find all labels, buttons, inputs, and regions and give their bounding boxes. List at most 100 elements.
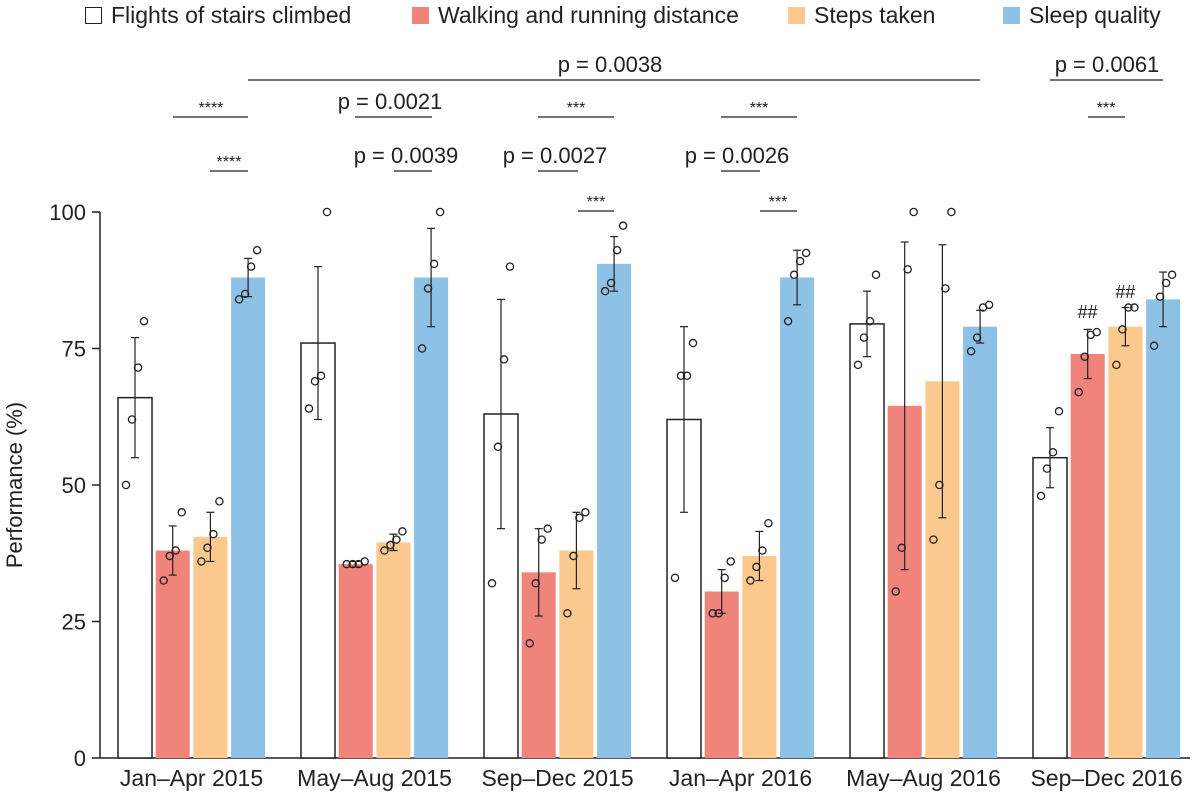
annotation-stars-janapr2015-b: **** [217, 154, 242, 171]
annotation-p-sepdec2015: p = 0.0027 [503, 143, 608, 168]
point-s3-g1-2 [429, 259, 439, 269]
point-s0-g5-2 [1048, 447, 1058, 457]
y-tick-label-25: 25 [62, 610, 86, 635]
point-s0-g2-1 [493, 442, 503, 452]
annotation-hash-steps-sepdec2016: ## [1115, 282, 1135, 302]
annotation-stars-sepdec2015-c: *** [587, 194, 606, 211]
bar-s3-g2 [597, 263, 632, 758]
point-s0-g2-2 [499, 355, 509, 364]
point-s1-g5-1 [1080, 352, 1089, 361]
point-s1-g0-3 [177, 508, 186, 517]
annotation-p-mayaug2015-a: p = 0.0021 [338, 89, 443, 114]
bar-s0-g5 [1032, 456, 1068, 759]
point-s2-g2-3 [581, 508, 590, 517]
point-s1-g4-3 [909, 207, 918, 217]
legend-item-walking: Walking and running distance [412, 2, 739, 29]
point-s2-g2-0 [563, 609, 572, 618]
bar-s1-g5 [1070, 353, 1105, 758]
annotation-p-mayaug2015-b: p = 0.0039 [354, 143, 459, 168]
point-s1-g0-2 [171, 546, 180, 555]
point-s2-g0-0 [197, 557, 206, 566]
point-s1-g1-1 [348, 559, 357, 569]
point-s3-g1-0 [417, 344, 427, 353]
point-s0-g3-0 [670, 573, 680, 583]
point-s2-g3-3 [764, 518, 773, 528]
point-s3-g3-1 [789, 270, 799, 280]
point-s3-g0-1 [240, 289, 250, 299]
point-s1-g3-1 [714, 609, 723, 618]
bar-s2-g1 [376, 542, 411, 758]
point-s2-g4-0 [929, 535, 938, 544]
point-s1-g4-2 [903, 265, 912, 274]
x-category-label-4: May–Aug 2016 [846, 765, 1001, 791]
point-s0-g0-1 [127, 415, 137, 424]
bar-s2-g0 [193, 536, 228, 758]
legend-label-stairs: Flights of stairs climbed [111, 2, 352, 28]
point-s3-g0-3 [252, 245, 262, 255]
bar-s1-g3 [704, 591, 739, 758]
point-s0-g0-3 [139, 316, 149, 326]
point-s2-g5-3 [1130, 303, 1139, 312]
point-s1-g4-1 [897, 543, 906, 553]
point-s3-g2-0 [600, 286, 610, 296]
point-s0-g1-0 [304, 404, 314, 413]
point-s0-g5-0 [1036, 491, 1046, 501]
point-s2-g4-3 [947, 207, 956, 217]
y-tick-label-0: 0 [74, 746, 86, 771]
point-s2-g3-2 [758, 546, 767, 555]
point-s0-g4-0 [853, 360, 863, 370]
y-tick-label-75: 75 [62, 337, 86, 362]
point-s1-g2-0 [525, 639, 534, 648]
point-s0-g1-3 [322, 207, 332, 217]
point-s1-g5-3 [1092, 327, 1101, 337]
y-axis-label: Performance (%) [2, 402, 27, 568]
annotation-stars-sepdec2015-a: *** [567, 100, 586, 117]
point-s0-g1-2 [316, 371, 326, 381]
annotation-stars-janapr2015-a: **** [199, 100, 224, 117]
bar-s3-g1 [414, 277, 449, 758]
point-s3-g5-2 [1161, 278, 1171, 288]
point-s1-g3-3 [726, 557, 735, 566]
point-s0-g3-1 [676, 371, 686, 381]
point-s0-g4-2 [865, 316, 875, 326]
point-s3-g4-1 [972, 333, 982, 342]
point-s0-g2-3 [505, 262, 515, 271]
point-s2-g0-3 [215, 497, 224, 506]
point-s0-g2-0 [487, 579, 497, 588]
point-s2-g5-1 [1118, 325, 1127, 334]
annotation-p-overall: p = 0.0038 [558, 52, 663, 77]
point-s2-g3-1 [752, 562, 761, 572]
legend: Flights of stairs climbed Walking and ru… [0, 0, 1200, 30]
bar-s3-g3 [780, 277, 815, 758]
point-s1-g5-0 [1074, 387, 1083, 397]
point-s3-g5-1 [1155, 292, 1165, 301]
bar-s1-g0 [155, 550, 190, 758]
point-s3-g2-1 [606, 278, 616, 288]
legend-label-walking: Walking and running distance [438, 2, 739, 28]
point-s3-g4-3 [984, 300, 994, 310]
point-s3-g2-3 [618, 221, 628, 230]
legend-swatch-stairs [85, 7, 102, 24]
legend-label-steps: Steps taken [814, 2, 936, 28]
point-s0-g3-3 [688, 338, 698, 348]
point-s2-g1-0 [380, 546, 389, 555]
bar-s3-g4 [963, 326, 998, 758]
point-s3-g2-2 [612, 245, 622, 255]
point-s0-g5-3 [1054, 407, 1064, 416]
point-s3-g5-3 [1167, 270, 1177, 280]
point-s0-g5-1 [1042, 464, 1052, 473]
legend-swatch-steps [788, 7, 805, 24]
point-s0-g0-2 [133, 363, 143, 372]
point-s0-g3-2 [682, 371, 692, 381]
point-s2-g2-1 [569, 551, 578, 561]
point-s0-g4-1 [859, 333, 869, 342]
point-s1-g3-0 [708, 609, 717, 618]
point-s3-g3-3 [801, 248, 811, 258]
point-s3-g1-1 [423, 284, 433, 293]
bar-s0-g4 [849, 323, 885, 759]
y-tick-label-100: 100 [49, 200, 86, 225]
x-category-label-0: Jan–Apr 2015 [120, 765, 263, 791]
point-s0-g0-0 [121, 480, 131, 490]
point-s1-g1-0 [342, 559, 351, 569]
